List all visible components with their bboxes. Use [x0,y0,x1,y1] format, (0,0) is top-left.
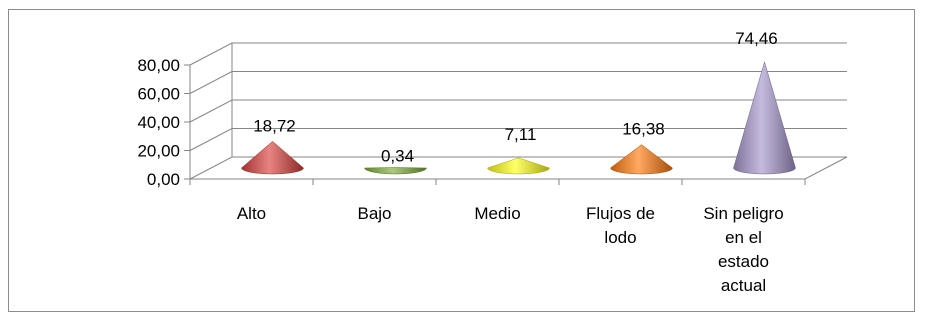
cone-body [610,144,673,175]
y-tick-label: 20,00 [137,142,180,161]
y-tick-label: 60,00 [137,85,180,104]
cone-alto [241,140,304,175]
y-tick-label: 40,00 [137,113,180,132]
cone-body [364,167,427,175]
cone-body [241,140,304,175]
data-label: 0,34 [381,147,414,166]
data-labels: 18,72 0,34 7,11 16,38 74,46 [253,29,778,166]
cone-flujos-de-lodo [610,144,673,175]
cone-body [733,61,796,175]
cone-sin-peligro-en-el-estado-actual [733,61,796,175]
data-label: 7,11 [505,125,537,144]
gridline [189,71,847,94]
category-labels: Alto Bajo Medio Flujos de lodo Sin peligro en … [237,204,784,295]
category-label: Medio [474,204,520,223]
category-label: Alto [237,204,266,223]
cones [241,61,796,175]
category-label: Sin peligro en el estado actual [703,204,783,295]
cone-bajo [364,167,427,175]
category-label: Flujos de lodo [586,204,655,247]
category-label: Bajo [357,204,391,223]
data-label: 74,46 [735,29,778,48]
data-label: 18,72 [253,116,296,135]
y-tick-label: 80,00 [137,56,180,75]
cone-body [487,157,550,175]
y-tick-labels: 0,00 20,00 40,00 60,00 80,00 [137,56,180,189]
cone-medio [487,157,550,175]
axes [184,43,848,185]
y-tick-label: 0,00 [147,170,180,189]
data-label: 16,38 [622,120,665,139]
